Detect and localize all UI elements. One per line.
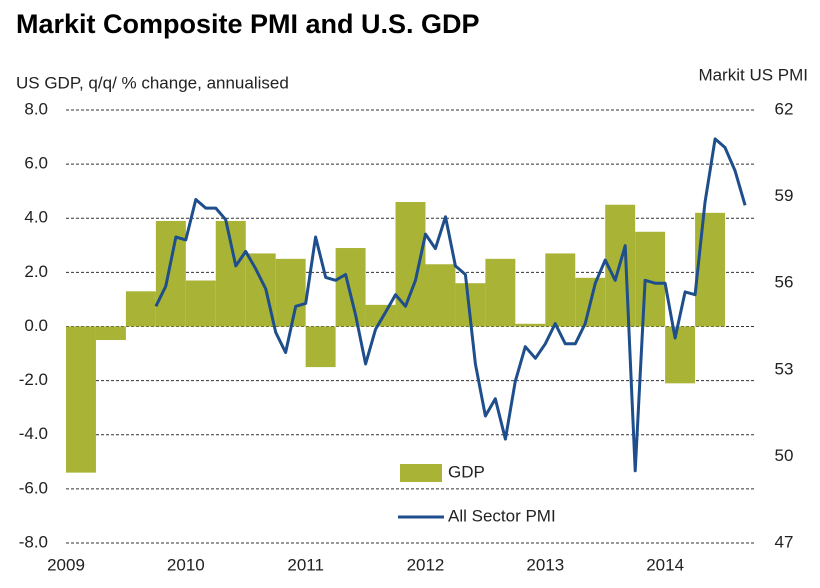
gdp-bar — [425, 264, 456, 327]
y2-axis-label: Markit US PMI — [698, 65, 808, 84]
y-tick-label: 0.0 — [24, 316, 48, 335]
gdp-bar — [155, 220, 186, 327]
gdp-bar — [695, 212, 726, 327]
gdp-bar — [635, 231, 666, 327]
gdp-bar — [66, 326, 96, 473]
gdp-bar — [185, 280, 216, 327]
gdp-bar — [125, 291, 156, 327]
gdp-bar — [665, 326, 696, 384]
gdp-bar — [335, 248, 366, 327]
y-tick-label: -4.0 — [19, 424, 48, 443]
y-tick-label: 8.0 — [24, 99, 48, 118]
y2-tick-label: 47 — [775, 532, 794, 551]
y-tick-label: -2.0 — [19, 370, 48, 389]
y-tick-label: 2.0 — [24, 262, 48, 281]
legend-label: All Sector PMI — [448, 506, 556, 525]
x-tick-label: 2009 — [47, 555, 85, 574]
legend-label: GDP — [448, 462, 485, 481]
y2-tick-label: 50 — [775, 446, 794, 465]
y-tick-label: 6.0 — [24, 154, 48, 173]
gdp-bar — [305, 326, 336, 368]
x-tick-label: 2010 — [167, 555, 205, 574]
gdp-bar — [95, 326, 126, 341]
x-tick-label: 2014 — [646, 555, 684, 574]
y-axis-label: US GDP, q/q/ % change, annualised — [16, 73, 289, 92]
y2-tick-label: 62 — [775, 99, 794, 118]
x-tick-label: 2011 — [287, 555, 324, 574]
legend-swatch — [400, 464, 442, 482]
y2-tick-label: 56 — [775, 273, 794, 292]
gdp-bar — [545, 253, 576, 327]
y-tick-label: -6.0 — [19, 478, 48, 497]
x-tick-label: 2012 — [407, 555, 445, 574]
gdp-bar — [485, 258, 516, 327]
x-tick-label: 2013 — [526, 555, 564, 574]
y-tick-label: -8.0 — [19, 532, 48, 551]
gdp-bar — [515, 323, 546, 327]
gdp-bar — [275, 258, 306, 327]
gdp-bar — [395, 202, 426, 327]
y2-tick-label: 59 — [775, 186, 794, 205]
pmi-line — [154, 137, 747, 473]
y-tick-label: 4.0 — [24, 208, 48, 227]
y2-tick-label: 53 — [775, 359, 794, 378]
chart-title: Markit Composite PMI and U.S. GDP — [16, 9, 480, 39]
